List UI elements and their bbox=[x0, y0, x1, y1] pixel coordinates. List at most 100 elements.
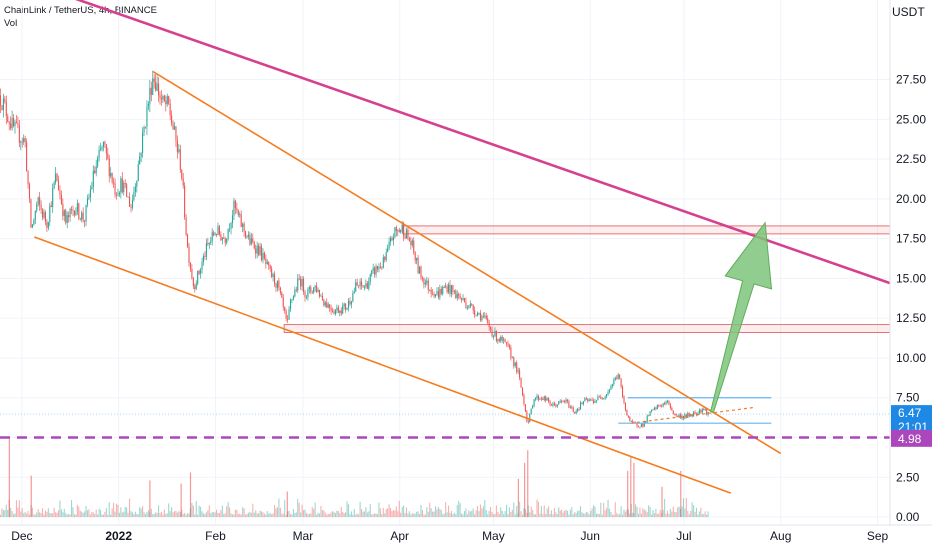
candle-body-74 bbox=[107, 153, 109, 159]
candle-body-423 bbox=[613, 379, 615, 385]
volume-bar-63 bbox=[91, 512, 93, 518]
volume-bar-3 bbox=[4, 510, 6, 518]
volume-bar-117 bbox=[169, 511, 171, 518]
volume-bar-455 bbox=[659, 509, 661, 518]
candle-body-132 bbox=[191, 268, 193, 279]
candle-body-234 bbox=[339, 310, 341, 313]
volume-bar-55 bbox=[79, 510, 81, 518]
candle-body-372 bbox=[539, 398, 541, 400]
candle-body-255 bbox=[369, 274, 371, 282]
volume-bar-249 bbox=[361, 508, 363, 518]
candle-body-58 bbox=[84, 220, 86, 222]
volume-spike-6 bbox=[517, 478, 519, 518]
volume-bar-150 bbox=[217, 512, 219, 518]
volume-bar-39 bbox=[56, 512, 58, 518]
volume-bar-163 bbox=[236, 509, 238, 518]
volume-bar-330 bbox=[478, 511, 480, 518]
candle-body-93 bbox=[134, 186, 136, 193]
candle-body-453 bbox=[656, 404, 658, 409]
volume-bar-240 bbox=[347, 504, 350, 518]
volume-bar-450 bbox=[652, 510, 654, 518]
lower-trendline bbox=[34, 236, 732, 494]
candle-body-380 bbox=[550, 404, 553, 406]
volume-bar-0 bbox=[0, 514, 2, 518]
symbol-title[interactable]: ChainLink / TetherUS, 4h, BINANCE bbox=[4, 5, 157, 16]
volume-bar-53 bbox=[76, 504, 78, 518]
candle-body-213 bbox=[308, 287, 310, 290]
candle-body-102 bbox=[147, 103, 149, 107]
candle-body-103 bbox=[149, 87, 151, 104]
candle-body-466 bbox=[675, 414, 677, 416]
candle-body-153 bbox=[221, 237, 223, 241]
volume-bar-247 bbox=[358, 514, 360, 518]
candle-body-142 bbox=[205, 243, 207, 257]
volume-bar-135 bbox=[195, 501, 197, 518]
volume-bar-108 bbox=[156, 512, 158, 518]
volume-bar-361 bbox=[523, 508, 525, 518]
candle-body-384 bbox=[556, 404, 558, 407]
volume-bar-472 bbox=[684, 508, 686, 518]
candle-body-354 bbox=[513, 357, 515, 366]
volume-bar-183 bbox=[265, 514, 267, 518]
volume-bar-305 bbox=[442, 514, 444, 518]
volume-bar-488 bbox=[707, 511, 709, 518]
candle-body-92 bbox=[133, 192, 135, 200]
candle-body-343 bbox=[497, 339, 499, 341]
candle-body-95 bbox=[137, 164, 139, 181]
volume-bar-320 bbox=[463, 511, 466, 518]
candle-body-269 bbox=[390, 238, 392, 242]
candle-body-228 bbox=[330, 308, 332, 311]
candle-body-323 bbox=[468, 307, 470, 309]
candle-body-365 bbox=[529, 413, 531, 423]
trend-drawings[interactable] bbox=[0, 0, 891, 494]
volume-bar-372 bbox=[539, 513, 541, 518]
volume-indicator-label[interactable]: Vol bbox=[4, 18, 18, 29]
volume-bar-478 bbox=[693, 505, 695, 518]
volume-bars bbox=[0, 437, 709, 518]
upper-trendline bbox=[152, 70, 782, 455]
volume-bar-241 bbox=[349, 514, 351, 518]
currency-label[interactable]: USDT bbox=[892, 5, 925, 19]
volume-bar-101 bbox=[146, 512, 148, 518]
candle-body-292 bbox=[423, 278, 425, 285]
candle-body-161 bbox=[233, 200, 235, 216]
volume-bar-127 bbox=[184, 512, 186, 518]
volume-bar-254 bbox=[368, 511, 370, 518]
candle-body-403 bbox=[584, 398, 586, 402]
volume-bar-405 bbox=[587, 512, 589, 518]
candle-body-308 bbox=[446, 286, 448, 293]
candle-body-6 bbox=[8, 122, 10, 124]
volume-bar-188 bbox=[272, 513, 274, 518]
candle-body-397 bbox=[575, 411, 577, 414]
volume-bar-427 bbox=[619, 513, 621, 518]
volume-bar-282 bbox=[408, 511, 410, 518]
candle-body-237 bbox=[343, 303, 345, 307]
volume-bar-164 bbox=[237, 513, 239, 518]
volume-bar-259 bbox=[375, 513, 377, 518]
candle-body-63 bbox=[91, 186, 93, 190]
candle-body-381 bbox=[552, 403, 554, 406]
volume-bar-308 bbox=[446, 512, 448, 518]
volume-bar-76 bbox=[110, 514, 112, 518]
candle-body-165 bbox=[239, 214, 241, 216]
y-tick-label-0: 27.50 bbox=[896, 73, 926, 87]
candle-body-275 bbox=[398, 230, 400, 233]
volume-bar-416 bbox=[603, 502, 605, 518]
time-axis[interactable]: Dec 2022 Feb Mar Apr May Jun Jul Aug Sep bbox=[11, 529, 888, 543]
candle-body-135 bbox=[195, 283, 197, 290]
volume-bar-434 bbox=[629, 513, 631, 518]
volume-spike-9 bbox=[627, 470, 629, 518]
price-axis[interactable]: 27.50 25.00 22.50 20.00 17.50 15.00 12.50 10.00… bbox=[896, 73, 926, 525]
volume-bar-219 bbox=[317, 512, 319, 518]
volume-bar-336 bbox=[487, 514, 489, 518]
volume-bar-287 bbox=[416, 511, 418, 518]
candle-body-187 bbox=[271, 268, 273, 278]
volume-bar-408 bbox=[591, 508, 593, 518]
volume-bar-464 bbox=[672, 506, 674, 518]
volume-bar-152 bbox=[220, 510, 222, 518]
candle-body-232 bbox=[336, 307, 338, 311]
volume-bar-476 bbox=[690, 510, 692, 518]
candle-body-97 bbox=[140, 152, 142, 157]
candle-body-349 bbox=[506, 342, 508, 344]
